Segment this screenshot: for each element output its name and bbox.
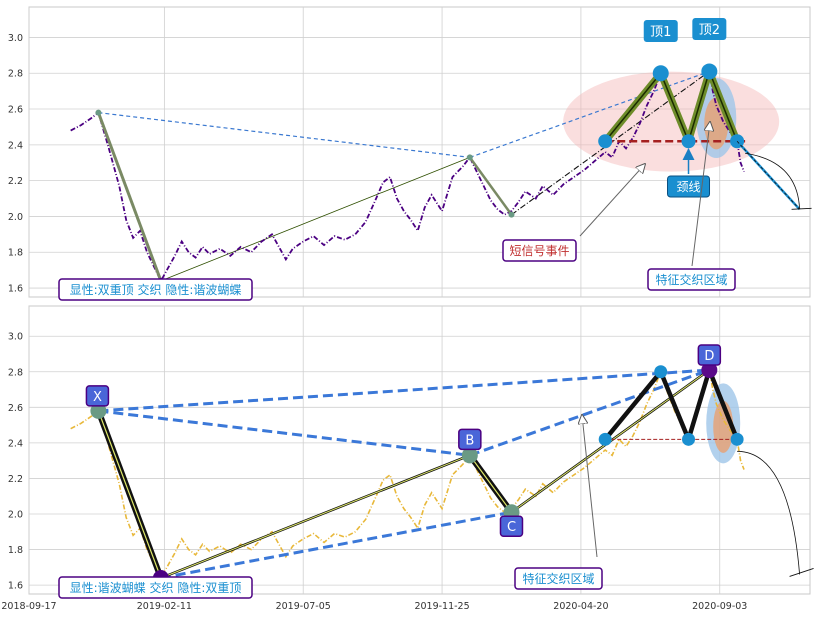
pattern-point — [466, 154, 473, 161]
y-tick-label: 2.6 — [8, 403, 23, 414]
pattern-leg-core — [97, 410, 162, 579]
y-tick-label: 2.4 — [8, 140, 23, 151]
point-x-label-box — [85, 385, 110, 407]
double-top-node — [681, 134, 696, 149]
bc-segment — [468, 156, 513, 216]
x-tick-label: 2018-09-17 — [1, 601, 56, 612]
neckline-label: 颈线 — [677, 180, 701, 194]
forecast-arc-cap — [789, 568, 814, 577]
double-top-node — [682, 432, 696, 446]
feature-zone-arrow — [691, 122, 710, 267]
plot-frame — [28, 6, 811, 298]
y-tick-label: 1.6 — [8, 581, 23, 592]
short-signal-label: 短信号事件 — [509, 244, 569, 258]
bd-dashed-line — [469, 368, 710, 457]
double-top-node — [654, 365, 668, 379]
y-tick-label: 2.2 — [8, 176, 23, 187]
panel-bottom: 1.6 1.8 2.0 2.2 2.4 2.6 2.8 3.0 2018-09-17 2019-0… — [1, 305, 814, 612]
pattern-point — [701, 362, 718, 378]
point-d-label-box — [697, 344, 722, 366]
short-signal-arrow — [579, 164, 645, 237]
feature-zone-label: 特征交织区域 — [522, 571, 594, 586]
x-tick-label: 2020-04-20 — [553, 601, 608, 612]
forecast-arc — [737, 450, 800, 575]
top2-label: 顶2 — [699, 23, 720, 38]
short-signal-box — [502, 239, 577, 262]
y-tick-label: 2.2 — [8, 474, 23, 485]
summary-box — [58, 576, 253, 599]
hidden-ab-line — [160, 156, 470, 282]
y-tick-label: 2.0 — [8, 212, 23, 223]
top2-label-box — [692, 18, 727, 40]
double-top-highlight — [563, 71, 780, 172]
point-d-label: D — [704, 349, 714, 364]
y-tick-label: 3.0 — [8, 332, 23, 343]
xb-dashed-line — [98, 409, 471, 457]
neckline-label-box — [667, 175, 711, 198]
point-b-label: B — [465, 433, 474, 448]
double-top-node — [598, 432, 612, 446]
y-tick-label: 2.8 — [8, 367, 23, 378]
double-top-node — [652, 65, 669, 82]
pattern-point — [90, 402, 107, 419]
pattern-point — [461, 447, 478, 464]
double-top-node — [701, 63, 718, 80]
feature-zone-box — [647, 268, 736, 291]
point-c-label-box — [499, 515, 524, 537]
y-tick-label: 2.8 — [8, 69, 23, 80]
pattern-point — [508, 211, 515, 218]
price-line — [70, 369, 745, 580]
y-tick-label: 1.6 — [8, 284, 23, 295]
double-top-node — [598, 134, 613, 149]
x-tick-label: 2020-09-03 — [692, 601, 747, 612]
y-tick-label: 2.6 — [8, 105, 23, 116]
xa-segment — [97, 112, 163, 282]
point-b-label-box — [458, 428, 482, 451]
point-x-label: X — [93, 390, 102, 405]
x-tick-label: 2019-02-11 — [137, 601, 192, 612]
forecast-arc-cap — [791, 207, 812, 210]
feature-zone-arrow — [582, 415, 598, 558]
forecast-arc — [745, 152, 800, 210]
feature-zone-label: 特征交织区域 — [655, 272, 727, 287]
hidden-xb-line — [98, 112, 470, 158]
ab-leg-core — [160, 454, 471, 579]
panel-top: 1.6 1.8 2.0 2.2 2.4 2.6 2.8 3.0 顶1 顶2 颈线短信号事件特征交织区… — [8, 6, 812, 301]
y-tick-label: 1.8 — [8, 545, 23, 556]
top1-label: 顶1 — [650, 25, 671, 40]
double-top-node — [730, 432, 744, 446]
summary-label: 显性:双重顶 交织 隐性:谐波蝴蝶 — [70, 282, 242, 297]
feature-zone-box — [514, 567, 603, 590]
xd-dashed-line — [98, 368, 710, 413]
y-tick-label: 1.8 — [8, 248, 23, 259]
forecast-drop-dash — [736, 140, 800, 210]
summary-label: 显性:谐波蝴蝶 交织 隐性:双重顶 — [70, 580, 242, 595]
y-tick-label: 3.0 — [8, 33, 23, 44]
point-c-label: C — [507, 520, 516, 535]
pattern-leg-core — [469, 454, 512, 513]
x-tick-label: 2019-11-25 — [414, 601, 469, 612]
pattern-point — [95, 109, 102, 116]
x-tick-label: 2019-07-05 — [276, 601, 331, 612]
y-tick-label: 2.4 — [8, 438, 23, 449]
top1-label-box — [643, 20, 678, 42]
summary-box — [58, 278, 253, 301]
y-tick-label: 2.0 — [8, 510, 23, 521]
